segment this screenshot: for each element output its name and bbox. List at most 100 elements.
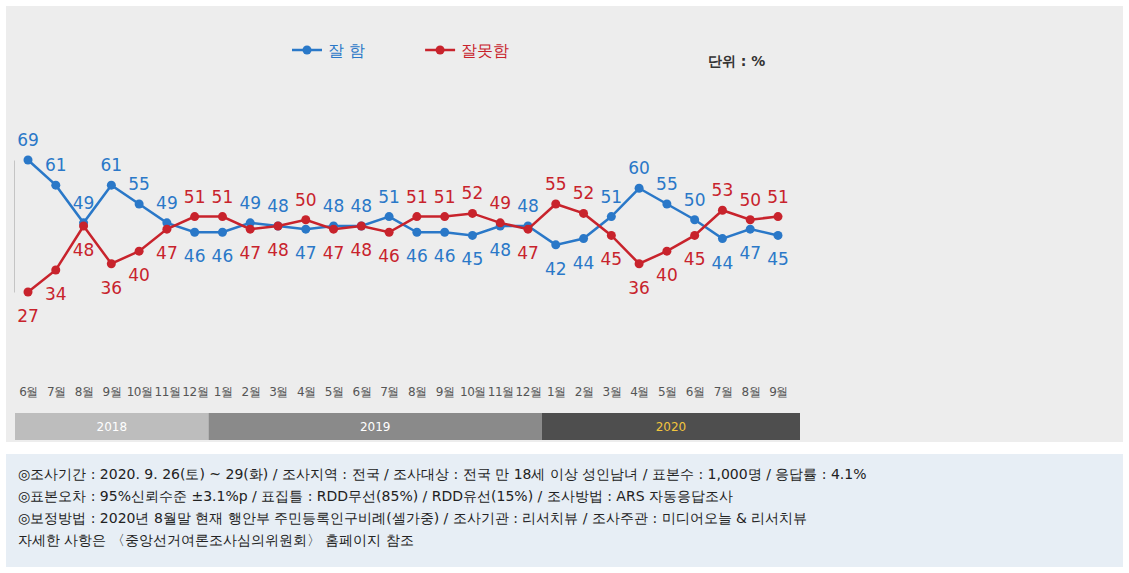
x-tick-label: 12월 [182,385,208,399]
y-axis [14,161,15,293]
series-point [440,228,449,237]
x-tick: 6월 [353,384,372,399]
x-tick-label: 6월 [19,385,38,399]
notes-background [6,454,1123,567]
data-label: 50 [684,190,706,210]
x-tick: 2월 [241,384,260,399]
x-tick-label: 3월 [269,385,288,399]
data-label: 51 [767,187,789,207]
series-point [135,247,144,256]
data-label: 48 [267,240,289,260]
series-point [607,231,616,240]
series-point [579,209,588,218]
data-label: 40 [128,265,150,285]
data-label: 48 [351,196,373,216]
x-tick-label: 3월 [603,385,622,399]
data-label: 47 [239,243,261,263]
data-label: 51 [378,187,400,207]
x-tick: 3월 [269,384,288,399]
series-point [412,212,421,221]
x-tick-label: 9월 [769,385,788,399]
data-label: 44 [712,253,734,273]
series-point [24,288,33,297]
series-point [524,225,533,234]
data-label: 51 [406,187,428,207]
data-label: 48 [489,240,511,260]
series-point [274,222,283,231]
x-tick: 9월 [103,384,122,399]
series-point [24,156,33,165]
data-label: 51 [212,187,234,207]
data-label: 34 [45,284,67,304]
data-label: 46 [184,246,206,266]
series-point [385,228,394,237]
x-tick-label: 9월 [436,385,455,399]
data-label: 47 [517,243,539,263]
series-point [385,212,394,221]
x-tick: 11월 [154,384,180,399]
data-label: 49 [489,193,511,213]
series-point [635,259,644,268]
series-point [551,200,560,209]
data-label: 51 [601,187,623,207]
series-point [690,215,699,224]
data-label: 49 [73,193,95,213]
data-label: 27 [17,306,39,326]
data-label: 42 [545,259,567,279]
x-tick: 4월 [630,384,649,399]
x-tick-label: 4월 [630,385,649,399]
series-point [774,231,783,240]
data-label: 52 [573,183,595,203]
data-label: 47 [156,243,178,263]
data-label: 60 [628,158,650,178]
note-text: ◎보정방법 : 2020년 8월말 현재 행안부 주민등록인구비례(셀가중) /… [18,510,807,526]
data-label: 45 [767,249,789,269]
series-point [551,240,560,249]
note-text: 자세한 사항은 〈중앙선거여론조사심의위원회〉 홈페이지 참조 [18,532,414,548]
x-tick: 8월 [75,384,94,399]
legend: 잘 함잘못함 [292,41,509,60]
x-tick-label: 11월 [488,385,514,399]
data-label: 61 [45,155,67,175]
data-label: 47 [323,243,345,263]
series-point [107,181,116,190]
x-tick: 11월 [488,384,514,399]
data-label: 51 [184,187,206,207]
legend-marker [303,46,312,55]
series-point [440,212,449,221]
series-point [357,222,366,231]
x-tick-label: 1월 [214,385,233,399]
legend-item: 잘못함 [425,41,509,60]
x-tick: 10월 [127,384,153,399]
series-point [51,181,60,190]
x-tick-label: 5월 [658,385,677,399]
series-point [190,228,199,237]
data-label: 46 [212,246,234,266]
x-tick: 10월 [460,384,486,399]
series-point [135,200,144,209]
x-tick-label: 2월 [575,385,594,399]
series-point [162,225,171,234]
x-tick-label: 7월 [380,385,399,399]
x-tick: 4월 [297,384,316,399]
x-tick: 6월 [686,384,705,399]
x-tick: 1월 [547,384,566,399]
data-label: 48 [517,196,539,216]
series-point [190,212,199,221]
year-label: 2020 [656,420,687,434]
data-label: 55 [128,174,150,194]
data-label: 46 [434,246,456,266]
x-tick-label: 6월 [686,385,705,399]
series-point [690,231,699,240]
year-label: 2019 [360,420,391,434]
series-point [301,215,310,224]
series-point [218,212,227,221]
year-band: 201820192020 [15,413,800,440]
unit-label: 단위 : % [708,53,765,69]
data-label: 52 [462,183,484,203]
x-tick: 8월 [741,384,760,399]
data-label: 49 [239,193,261,213]
x-tick: 7월 [380,384,399,399]
y-axis-line [14,161,15,293]
series-point [274,222,283,231]
